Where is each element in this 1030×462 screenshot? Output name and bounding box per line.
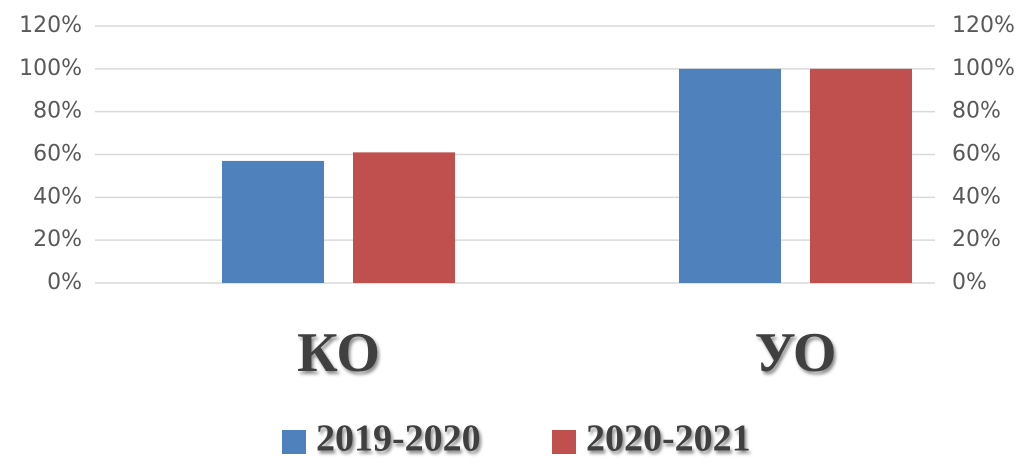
y2-tick-label: 0%	[952, 270, 987, 295]
bar	[353, 152, 455, 283]
bar	[222, 160, 324, 283]
y2-tick-label: 60%	[952, 142, 1001, 167]
x-tick-label: УО	[755, 322, 837, 384]
y-tick-label: 20%	[33, 227, 82, 252]
legend-label: 2019-2020	[316, 418, 481, 460]
y2-tick-label: 120%	[952, 13, 1015, 38]
y-tick-label: 60%	[33, 142, 82, 167]
bar	[810, 68, 912, 283]
y-tick-label: 80%	[33, 99, 82, 124]
y2-tick-label: 100%	[952, 56, 1015, 81]
y2-tick-label: 40%	[952, 184, 1001, 209]
legend-swatch	[552, 430, 576, 454]
y-tick-label: 0%	[47, 270, 82, 295]
legend-label: 2020-2021	[586, 418, 751, 460]
y2-tick-label: 80%	[952, 99, 1001, 124]
legend-swatch	[282, 430, 306, 454]
y-tick-label: 100%	[19, 56, 82, 81]
bar	[679, 68, 781, 283]
y-tick-label: 40%	[33, 184, 82, 209]
y-tick-label: 120%	[19, 13, 82, 38]
x-tick-label: КО	[297, 322, 380, 384]
y2-tick-label: 20%	[952, 227, 1001, 252]
